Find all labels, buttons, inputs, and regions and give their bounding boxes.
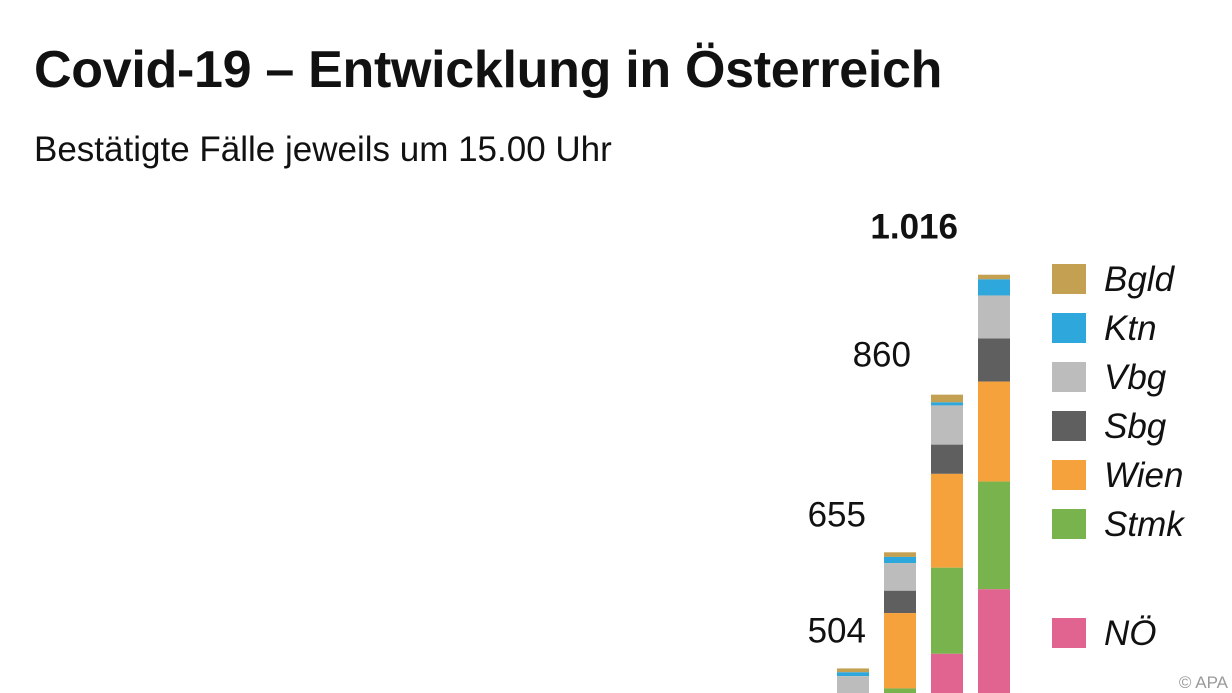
bar-segment-bgld	[931, 394, 963, 403]
legend-item: Ktn	[1052, 309, 1157, 348]
bar-segment-vbg	[931, 405, 963, 445]
legend-label: NÖ	[1104, 614, 1157, 653]
bar-segment-bgld	[978, 274, 1010, 280]
bar-segment-stmk	[931, 567, 963, 654]
bar-segment-stmk	[978, 481, 1010, 590]
legend-label: Wien	[1104, 456, 1183, 495]
bars-group	[837, 274, 1010, 693]
legend: Bgld Ktn Vbg Sbg Wien Stmk NÖ	[1052, 260, 1185, 653]
total-label: 504	[808, 611, 866, 650]
legend-swatch	[1052, 313, 1086, 343]
chart-title: Covid-19 – Entwicklung in Österreich	[34, 41, 943, 99]
legend-swatch	[1052, 509, 1086, 539]
legend-label: Ktn	[1104, 309, 1157, 348]
copyright-credit: © APA	[1178, 673, 1228, 692]
bar-segment-remainder	[837, 676, 869, 693]
legend-label: Stmk	[1104, 505, 1185, 544]
legend-swatch	[1052, 411, 1086, 441]
bar-segment-vbg	[884, 563, 916, 591]
bar-segment-vbg	[978, 295, 1010, 339]
bar-segment-sbg	[931, 444, 963, 474]
legend-label: Sbg	[1104, 407, 1167, 446]
total-labels-group: 504 655 860 1.016	[808, 208, 958, 651]
legend-item: Stmk	[1052, 505, 1185, 544]
bar-segment-remainder	[884, 688, 916, 693]
total-label: 1.016	[870, 208, 958, 247]
legend-item: Sbg	[1052, 407, 1167, 446]
legend-label: Bgld	[1104, 260, 1176, 299]
legend-swatch	[1052, 618, 1086, 648]
legend-item: Wien	[1052, 456, 1183, 495]
legend-label: Vbg	[1104, 358, 1167, 397]
legend-item: NÖ	[1052, 614, 1157, 653]
legend-swatch	[1052, 264, 1086, 294]
bar-segment-wien	[884, 613, 916, 689]
legend-swatch	[1052, 460, 1086, 490]
legend-item: Vbg	[1052, 358, 1167, 397]
legend-item: Bgld	[1052, 260, 1176, 299]
bar-segment-wien	[931, 473, 963, 568]
bar-segment-ktn	[978, 279, 1010, 296]
bar-segment-sbg	[884, 590, 916, 614]
bar-segment-wien	[978, 381, 1010, 482]
bar-segment-ktn	[931, 402, 963, 406]
bar-segment-remainder	[931, 653, 963, 693]
chart-subtitle: Bestätigte Fälle jeweils um 15.00 Uhr	[34, 130, 612, 169]
total-label: 655	[808, 495, 866, 534]
total-label: 860	[853, 336, 911, 375]
bar-segment-bgld	[884, 552, 916, 557]
bar-segment-ktn	[884, 556, 916, 564]
bar-segment-sbg	[978, 338, 1010, 382]
bar-segment-ktn	[837, 672, 869, 677]
bar-segment-remainder	[978, 589, 1010, 693]
bar-segment-bgld	[837, 668, 869, 673]
legend-swatch	[1052, 362, 1086, 392]
